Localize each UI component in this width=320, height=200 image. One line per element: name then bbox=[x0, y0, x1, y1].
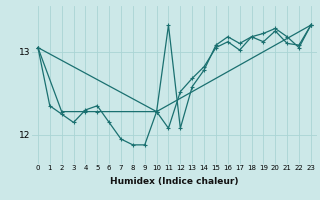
X-axis label: Humidex (Indice chaleur): Humidex (Indice chaleur) bbox=[110, 177, 239, 186]
